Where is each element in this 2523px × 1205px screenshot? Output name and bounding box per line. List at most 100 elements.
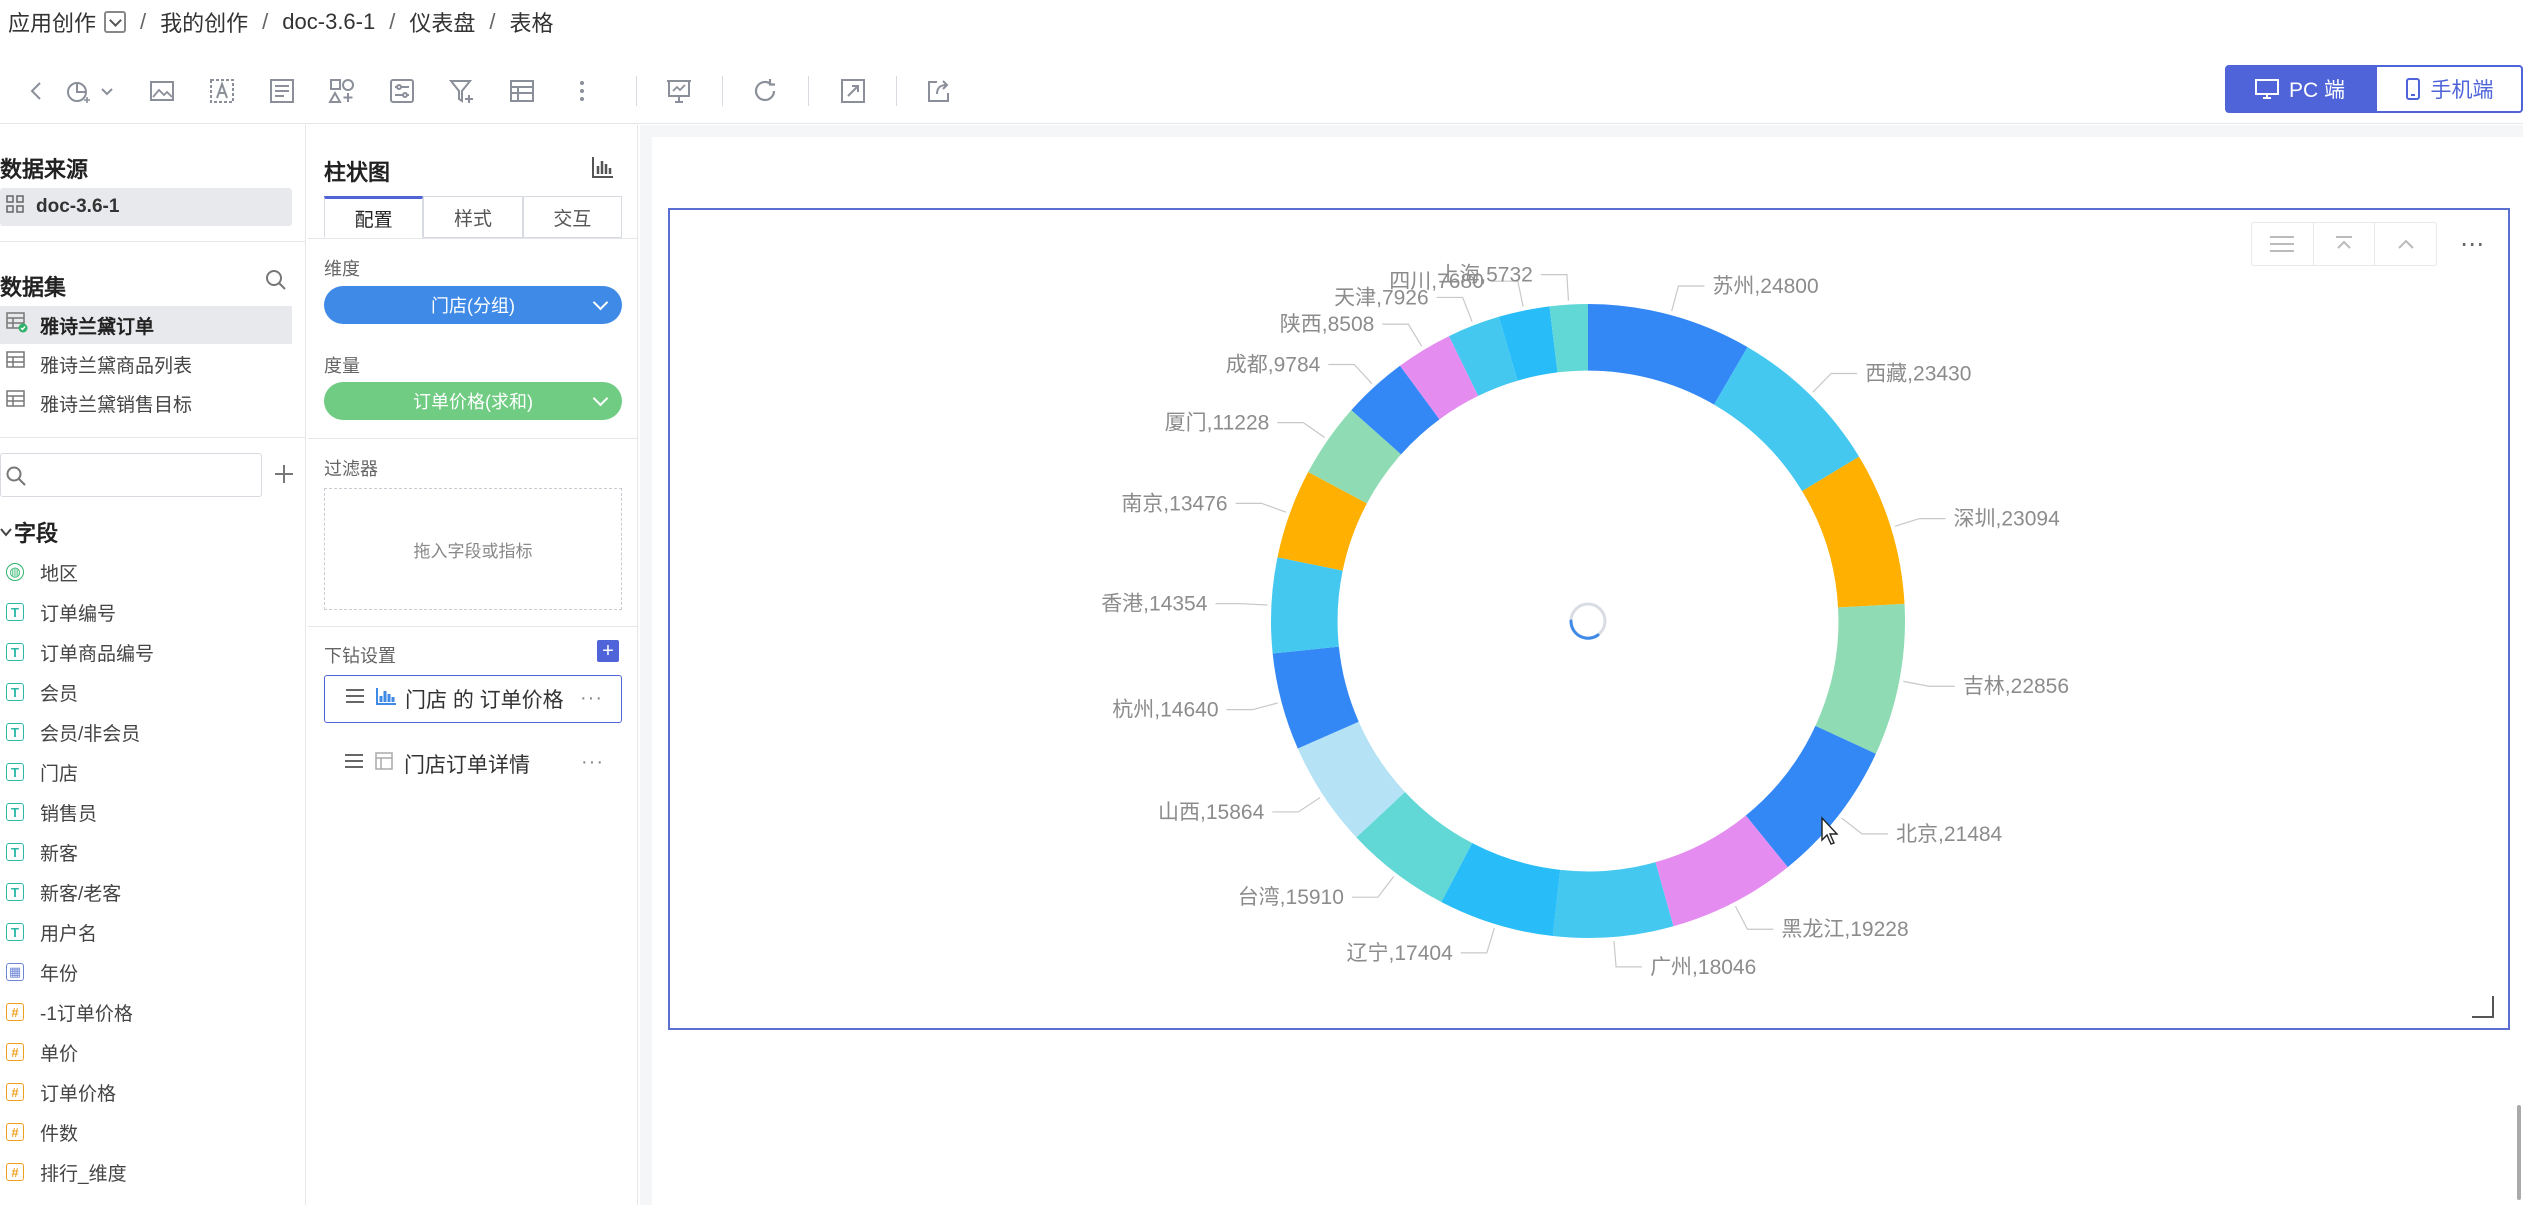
field-item[interactable]: ◍ 地区	[6, 557, 78, 587]
widget-more-icon[interactable]: ⋯	[2460, 231, 2486, 258]
drill-item[interactable]: 门店 的 订单价格 ···	[324, 675, 622, 723]
dataset-item[interactable]: 雅诗兰黛订单	[0, 306, 292, 344]
field-search-input[interactable]	[0, 453, 262, 497]
breadcrumb-my-creations[interactable]: 我的创作	[160, 11, 249, 36]
menu-icon[interactable]	[2252, 223, 2314, 265]
resize-handle[interactable]	[2472, 996, 2494, 1018]
field-item[interactable]: T 会员/非会员	[6, 717, 140, 747]
mobile-view-button[interactable]: 手机端	[2375, 65, 2523, 113]
text-icon[interactable]	[205, 74, 239, 108]
donut-slice[interactable]	[1498, 306, 1558, 381]
donut-slice[interactable]	[1271, 557, 1343, 654]
number-type-icon: #	[6, 1163, 24, 1181]
field-item[interactable]: # 单价	[6, 1037, 78, 1067]
bar-chart-icon[interactable]	[590, 154, 616, 185]
text-type-icon: T	[6, 883, 24, 901]
more-vertical-icon[interactable]	[565, 74, 599, 108]
fields-header[interactable]: 字段	[0, 516, 58, 548]
field-item[interactable]: ▦ 年份	[6, 957, 78, 987]
refresh-icon[interactable]	[748, 74, 782, 108]
bar-chart-icon	[375, 686, 397, 712]
field-name: 会员	[40, 683, 79, 705]
filter-dropzone[interactable]: 拖入字段或指标	[324, 488, 622, 610]
table-icon[interactable]	[505, 74, 539, 108]
query-control-icon[interactable]	[385, 74, 419, 108]
donut-slice[interactable]	[1802, 456, 1905, 608]
chevron-down-icon[interactable]	[104, 11, 127, 33]
fullscreen-icon[interactable]	[836, 74, 870, 108]
donut-slice[interactable]	[1449, 316, 1518, 396]
donut-slice[interactable]	[1441, 843, 1561, 937]
more-icon[interactable]: ···	[581, 751, 604, 773]
field-name: -1订单价格	[40, 1003, 133, 1025]
field-item[interactable]: T 会员	[6, 677, 78, 707]
field-item[interactable]: T 订单商品编号	[6, 637, 154, 667]
scrollbar[interactable]	[2517, 1105, 2521, 1200]
field-name: 新客	[40, 843, 79, 865]
donut-slice[interactable]	[1552, 862, 1674, 938]
donut-slice[interactable]	[1400, 336, 1479, 420]
config-tabs: 配置 样式 交互	[324, 196, 622, 238]
field-item[interactable]: # 排行_维度	[6, 1157, 127, 1187]
donut-slice[interactable]	[1351, 365, 1440, 455]
measure-pill[interactable]: 订单价格(求和)	[324, 382, 622, 420]
field-item[interactable]: # -1订单价格	[6, 997, 133, 1027]
donut-slice[interactable]	[1277, 472, 1367, 571]
image-icon[interactable]	[145, 74, 179, 108]
more-icon[interactable]: ···	[580, 687, 603, 709]
data-source-name: doc-3.6-1	[36, 196, 120, 217]
field-item[interactable]: T 销售员	[6, 797, 97, 827]
app-grid-icon	[6, 195, 24, 219]
add-drill-button[interactable]: +	[597, 640, 619, 662]
tab-style[interactable]: 样式	[423, 196, 523, 238]
tab-config[interactable]: 配置	[324, 196, 424, 238]
dimension-pill[interactable]: 门店(分组)	[324, 286, 622, 324]
field-item[interactable]: T 门店	[6, 757, 78, 787]
components-icon[interactable]	[325, 74, 359, 108]
breadcrumb-app[interactable]: doc-3.6-1	[282, 9, 376, 34]
measure-value: 订单价格(求和)	[413, 392, 533, 412]
chevron-down-icon[interactable]	[592, 390, 609, 407]
chevron-down-icon[interactable]	[592, 294, 609, 311]
donut-slice[interactable]	[1745, 725, 1876, 868]
field-item[interactable]: T 新客/老客	[6, 877, 121, 907]
donut-slice[interactable]	[1356, 791, 1473, 903]
drill-item[interactable]: 门店订单详情 ···	[324, 740, 622, 788]
data-source-item[interactable]: doc-3.6-1	[0, 188, 292, 226]
donut-slice[interactable]	[1549, 304, 1588, 373]
back-icon[interactable]	[20, 74, 54, 108]
chevron-down-icon[interactable]	[98, 74, 116, 108]
filter-icon[interactable]	[445, 74, 479, 108]
drag-handle-icon[interactable]	[345, 687, 365, 711]
field-item[interactable]: T 订单编号	[6, 597, 116, 627]
rich-text-icon[interactable]	[265, 74, 299, 108]
search-icon[interactable]	[264, 268, 288, 297]
share-icon[interactable]	[922, 74, 956, 108]
breadcrumb-separator: /	[489, 9, 496, 34]
dataset-item[interactable]: 雅诗兰黛销售目标	[0, 384, 292, 422]
add-field-icon[interactable]	[272, 462, 296, 491]
field-item[interactable]: T 用户名	[6, 917, 97, 947]
dataset-item[interactable]: 雅诗兰黛商品列表	[0, 345, 292, 383]
donut-slice[interactable]	[1588, 304, 1748, 405]
breadcrumb-root[interactable]: 应用创作	[8, 11, 97, 36]
donut-slice[interactable]	[1655, 815, 1788, 927]
field-item[interactable]: # 件数	[6, 1117, 78, 1147]
donut-slice[interactable]	[1714, 347, 1860, 492]
donut-slice[interactable]	[1297, 721, 1405, 838]
divider	[308, 238, 638, 239]
move-to-top-icon[interactable]	[2314, 223, 2376, 265]
tab-interaction[interactable]: 交互	[522, 196, 622, 238]
donut-slice[interactable]	[1308, 410, 1402, 504]
field-name: 用户名	[40, 923, 98, 945]
breadcrumb-dashboard[interactable]: 仪表盘	[409, 11, 476, 36]
field-item[interactable]: # 订单价格	[6, 1077, 116, 1107]
donut-slice[interactable]	[1272, 646, 1359, 749]
move-up-icon[interactable]	[2375, 223, 2436, 265]
presentation-icon[interactable]	[662, 74, 696, 108]
pc-view-button[interactable]: PC 端	[2225, 65, 2375, 113]
drag-handle-icon[interactable]	[344, 752, 364, 776]
field-item[interactable]: T 新客	[6, 837, 78, 867]
donut-slice[interactable]	[1815, 603, 1905, 754]
add-chart-icon[interactable]	[62, 74, 96, 108]
